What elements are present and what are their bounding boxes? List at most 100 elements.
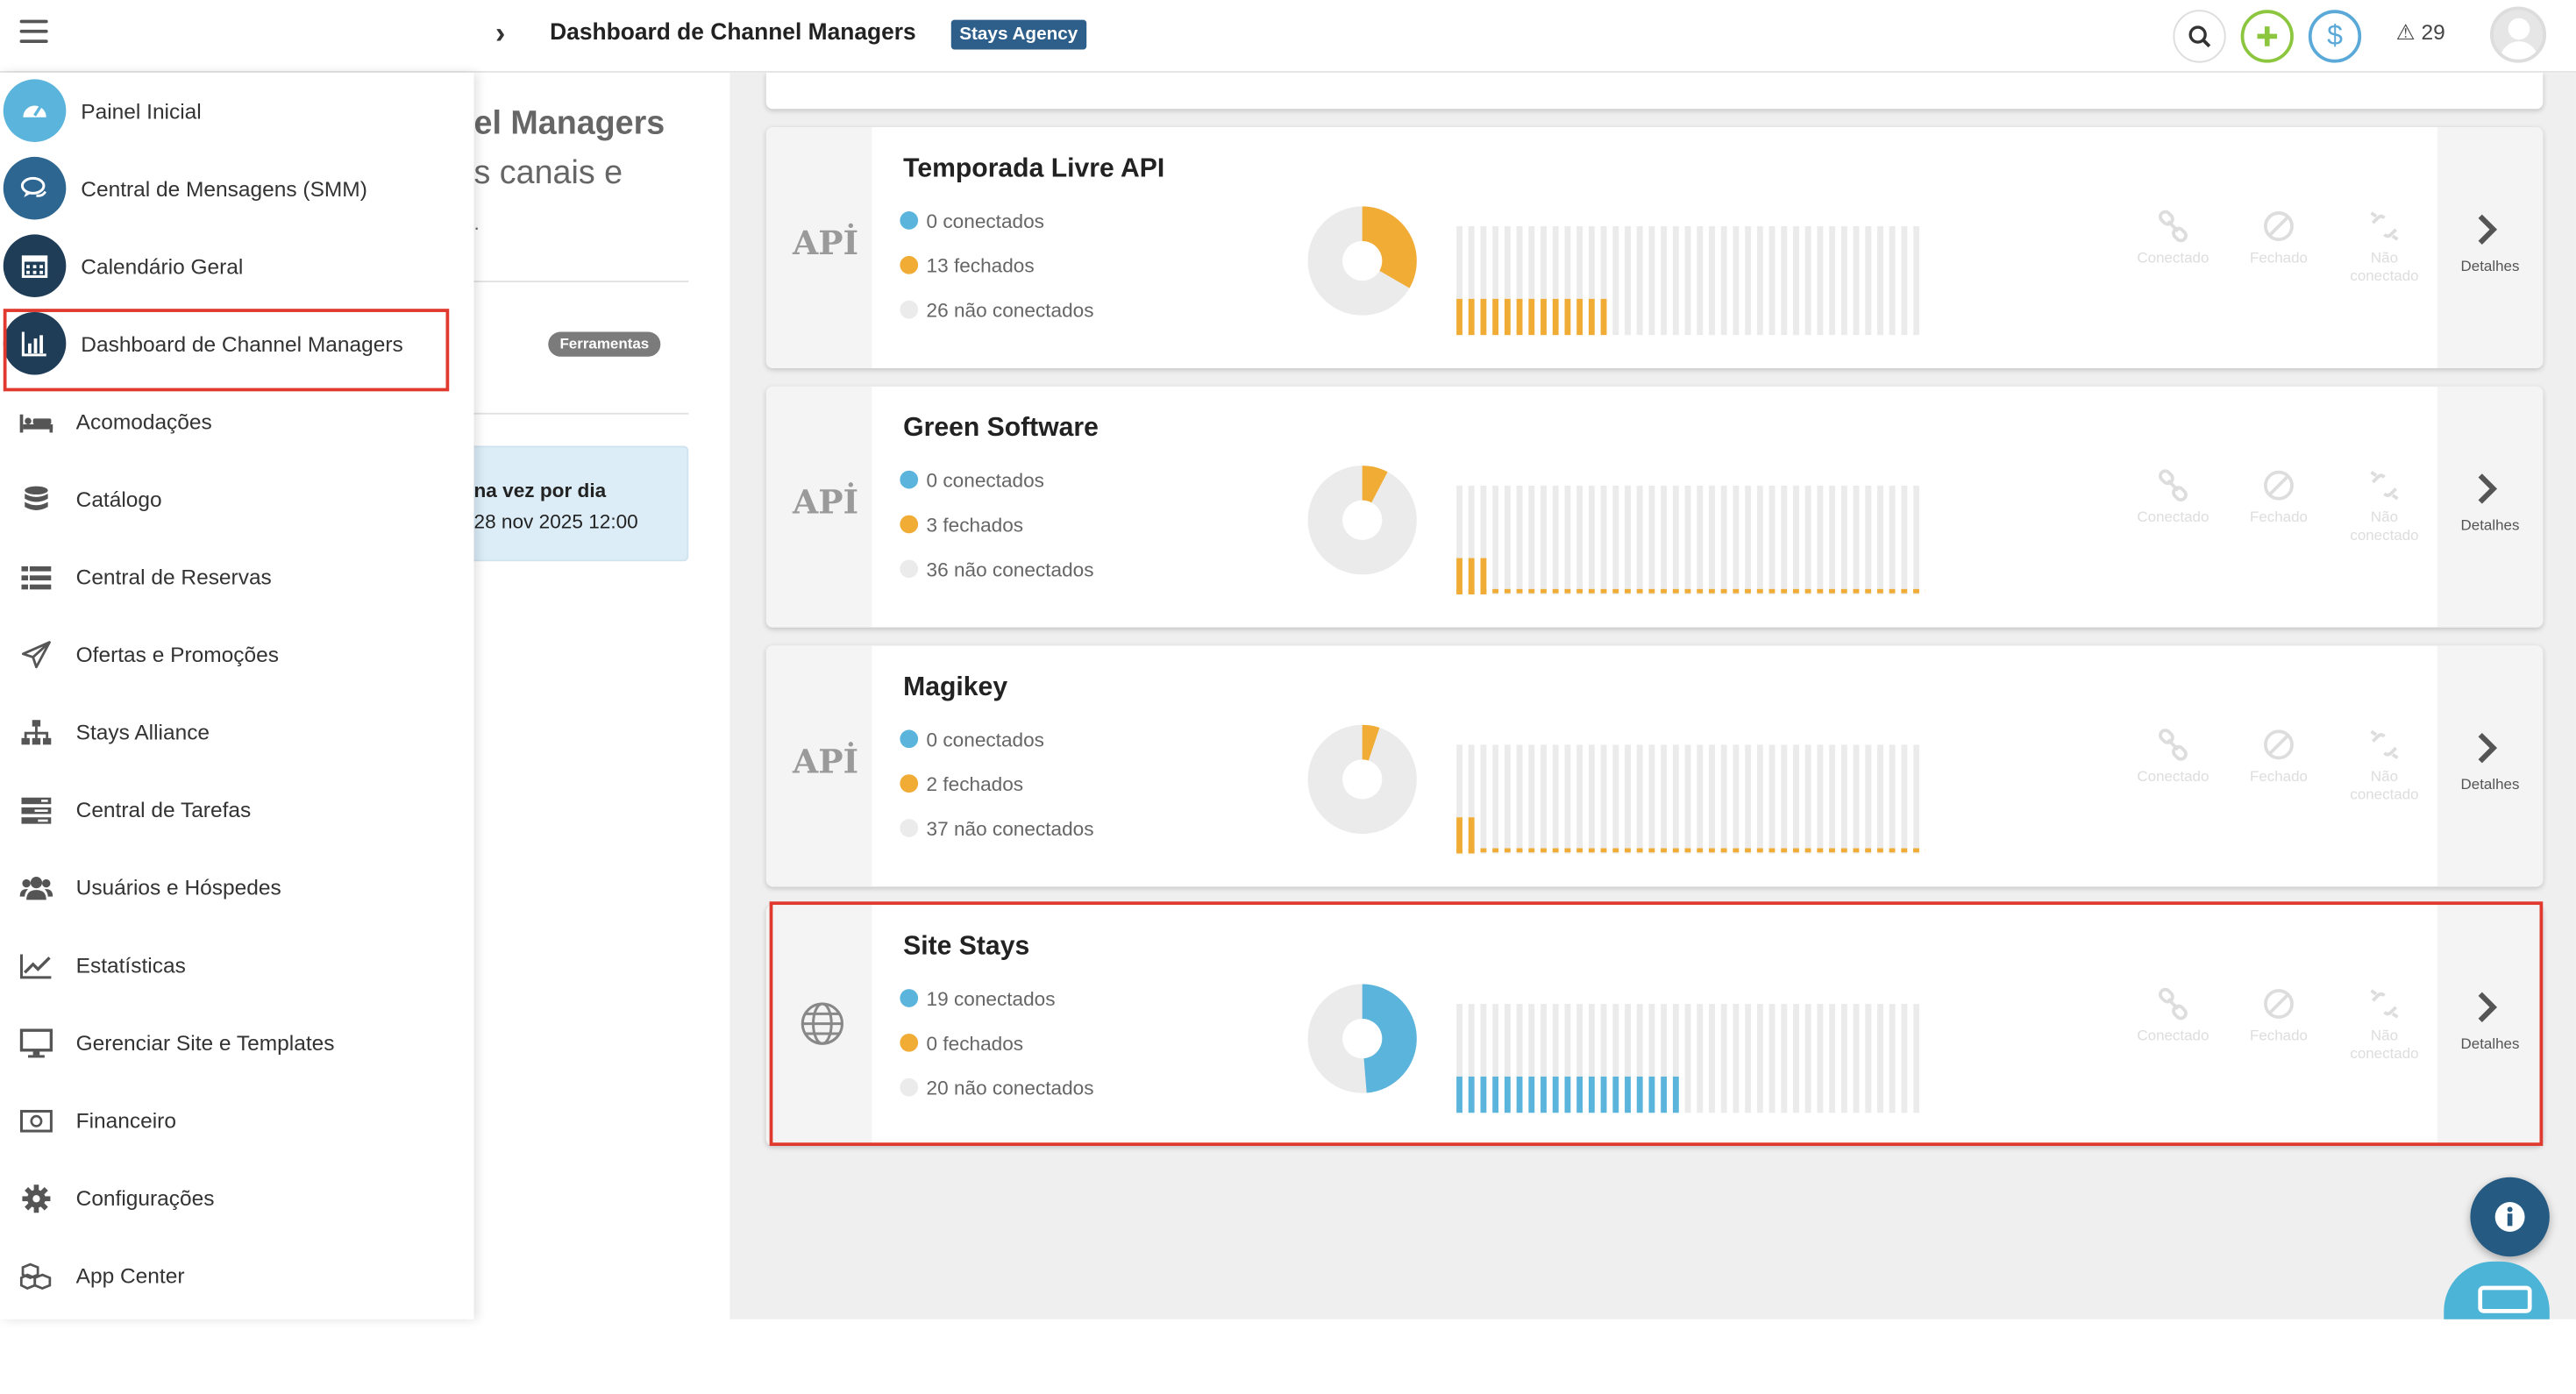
listing-bar-not-connected bbox=[1625, 485, 1631, 594]
avatar[interactable] bbox=[2490, 6, 2547, 63]
menu-icon[interactable] bbox=[19, 19, 48, 43]
link-icon bbox=[2159, 729, 2188, 761]
sidebar-item-calendario-geral[interactable]: Calendário Geral bbox=[0, 231, 474, 304]
sidebar-item-financeiro[interactable]: Financeiro bbox=[0, 1085, 474, 1157]
donut-hole bbox=[1342, 1018, 1383, 1059]
info-button[interactable] bbox=[2470, 1177, 2550, 1257]
sidebar-item-configuracoes[interactable]: Configurações bbox=[0, 1163, 474, 1235]
listing-bar-not-connected bbox=[1768, 485, 1775, 594]
listing-bar-fill-connected bbox=[1576, 1076, 1583, 1113]
details-label: Detalhes bbox=[2460, 776, 2520, 793]
sidebar-item-painel-inicial[interactable]: Painel Inicial bbox=[0, 76, 474, 149]
listing-bar-closed bbox=[1456, 744, 1462, 818]
sidebar-item-app-center[interactable]: App Center bbox=[0, 1240, 474, 1312]
connect-all-button[interactable]: Conectado bbox=[2124, 987, 2223, 1045]
sidebar-item-label: Financeiro bbox=[75, 1107, 176, 1133]
listing-bar-not-connected bbox=[1901, 485, 1908, 594]
ban-icon bbox=[2264, 989, 2294, 1019]
disconnect-all-button[interactable]: Não conectado bbox=[2335, 210, 2434, 286]
financial-button[interactable]: $ bbox=[2308, 10, 2362, 63]
close-all-button[interactable]: Fechado bbox=[2229, 729, 2328, 786]
api-icon: APİ bbox=[792, 223, 859, 263]
sidebar-item-central-de-reservas[interactable]: Central de Reservas bbox=[0, 542, 474, 615]
details-button[interactable]: Detalhes bbox=[2437, 905, 2544, 1147]
sidebar-item-usuarios-e-hospedes[interactable]: Usuários e Hóspedes bbox=[0, 852, 474, 925]
connect-all-button[interactable]: Conectado bbox=[2124, 469, 2223, 527]
connected-count: 0 conectados bbox=[900, 210, 1044, 233]
status-donut-chart bbox=[1307, 206, 1417, 316]
connected-count: 0 conectados bbox=[900, 469, 1044, 492]
listing-bar-not-connected bbox=[1504, 485, 1511, 594]
sidebar-item-stays-alliance[interactable]: Stays Alliance bbox=[0, 697, 474, 770]
details-button[interactable]: Detalhes bbox=[2437, 645, 2544, 887]
close-all-label: Fechado bbox=[2249, 509, 2308, 525]
not-connected-label: 36 não conectados bbox=[926, 558, 1094, 581]
sidebar-item-gerenciar-site-e-templates[interactable]: Gerenciar Site e Templates bbox=[0, 1007, 474, 1080]
disconnect-label-line1: Não bbox=[2370, 1027, 2399, 1044]
listing-bar-not-connected bbox=[1853, 485, 1860, 594]
not-connected-dot bbox=[900, 559, 919, 579]
listing-bar-not-connected bbox=[1901, 1004, 1908, 1113]
not-connected-count: 20 não conectados bbox=[900, 1077, 1094, 1099]
listing-bar-fill-closed bbox=[1468, 298, 1475, 336]
close-all-button[interactable]: Fechado bbox=[2229, 987, 2328, 1045]
link-icon bbox=[2159, 210, 2188, 243]
details-button[interactable]: Detalhes bbox=[2437, 127, 2544, 368]
sidebar-item-acomodacoes[interactable]: Acomodações bbox=[0, 387, 474, 459]
listing-bar-closed bbox=[1480, 485, 1487, 558]
donut-slice-connected bbox=[1362, 984, 1417, 1093]
listing-bar-not-connected bbox=[1661, 485, 1668, 594]
channel-card-partial bbox=[765, 72, 2544, 110]
listing-bar-closed bbox=[1552, 226, 1559, 299]
sidebar-item-label: Stays Alliance bbox=[75, 720, 210, 745]
sidebar-item-dashboard-de-channel-managers[interactable]: Dashboard de Channel Managers bbox=[0, 309, 474, 381]
plus-icon bbox=[2257, 26, 2278, 46]
sidebar-item-central-de-mensagens-smm[interactable]: Central de Mensagens (SMM) bbox=[0, 153, 474, 226]
listing-bar-not-connected bbox=[1781, 744, 1788, 854]
sidebar-item-central-de-tarefas[interactable]: Central de Tarefas bbox=[0, 774, 474, 847]
listing-bar-fill-connected bbox=[1552, 1076, 1559, 1113]
connect-all-button[interactable]: Conectado bbox=[2124, 729, 2223, 786]
listing-bar-connected bbox=[1612, 1004, 1619, 1077]
disconnect-label-line1: Não bbox=[2370, 249, 2399, 267]
details-button[interactable]: Detalhes bbox=[2437, 386, 2544, 628]
agency-badge: Stays Agency bbox=[950, 19, 1086, 50]
listing-bar-not-connected bbox=[1768, 744, 1775, 854]
listing-bar-not-connected bbox=[1625, 744, 1631, 854]
search-button[interactable] bbox=[2173, 10, 2226, 63]
listing-bar-not-connected bbox=[1889, 226, 1896, 336]
listing-bar-not-connected bbox=[1853, 744, 1860, 854]
alerts-indicator[interactable]: ⚠ 29 bbox=[2396, 20, 2445, 46]
disconnect-all-button[interactable]: Não conectado bbox=[2335, 469, 2434, 545]
listing-bar-closed bbox=[1588, 226, 1595, 299]
listing-bar-fill-closed bbox=[1588, 298, 1595, 336]
listing-bar-closed bbox=[1576, 226, 1583, 299]
listing-bar-closed bbox=[1600, 226, 1607, 299]
closed-label: 0 fechados bbox=[926, 1032, 1024, 1056]
donut-hole bbox=[1342, 500, 1383, 540]
listing-bar-closed bbox=[1564, 226, 1571, 299]
listing-bar-connected bbox=[1492, 1004, 1499, 1077]
connect-all-label: Conectado bbox=[2137, 767, 2210, 785]
listing-bar-not-connected bbox=[1733, 1004, 1740, 1113]
sidebar-item-ofertas-e-promocoes[interactable]: Ofertas e Promoções bbox=[0, 619, 474, 692]
sidebar-item-estatisticas[interactable]: Estatísticas bbox=[0, 929, 474, 1002]
details-label: Detalhes bbox=[2460, 257, 2520, 274]
disconnect-all-button[interactable]: Não conectado bbox=[2335, 729, 2434, 805]
listing-bar-not-connected bbox=[1636, 744, 1643, 854]
listing-bar-not-connected bbox=[1684, 744, 1691, 854]
sidebar-item-label: Central de Reservas bbox=[75, 565, 272, 590]
close-all-button[interactable]: Fechado bbox=[2229, 210, 2328, 267]
add-button[interactable] bbox=[2240, 10, 2294, 63]
sidebar-item-label: Calendário Geral bbox=[81, 254, 244, 280]
listing-bar-closed bbox=[1541, 226, 1547, 299]
listing-bar-not-connected bbox=[1829, 744, 1836, 854]
disconnect-all-button[interactable]: Não conectado bbox=[2335, 987, 2434, 1063]
close-all-button[interactable]: Fechado bbox=[2229, 469, 2328, 527]
search-icon bbox=[2188, 25, 2211, 48]
closed-dot bbox=[900, 774, 919, 793]
ban-icon bbox=[2264, 470, 2294, 501]
connect-all-button[interactable]: Conectado bbox=[2124, 210, 2223, 267]
sidebar-item-catalogo[interactable]: Catálogo bbox=[0, 464, 474, 537]
listing-bar-closed bbox=[1492, 226, 1499, 299]
